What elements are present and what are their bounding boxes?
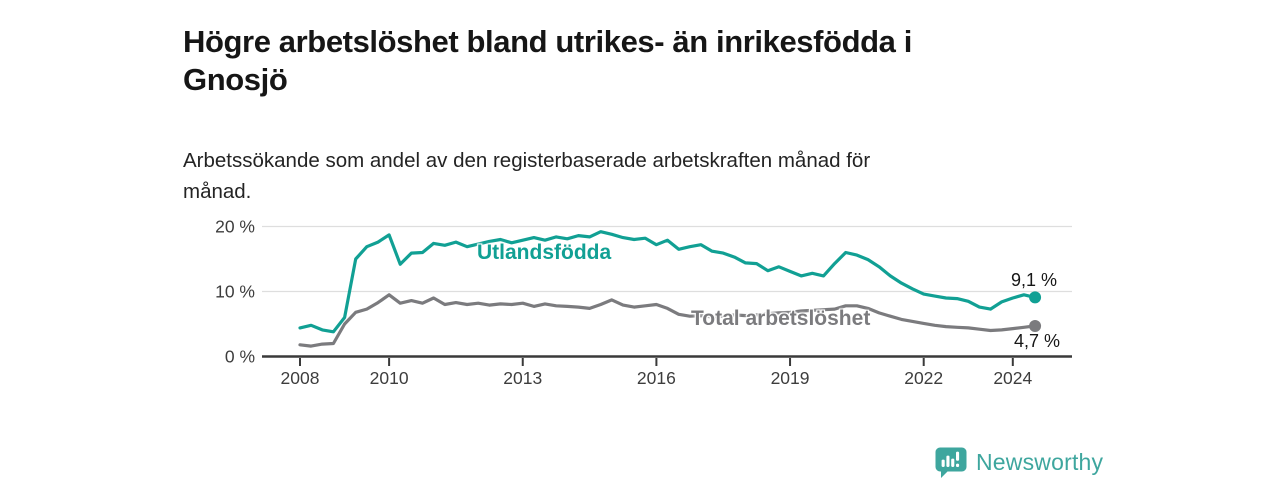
- x-tick-label-2013: 2013: [503, 368, 542, 388]
- bar-chart-speech-bubble-icon: [935, 447, 967, 478]
- series-label-total-arbetsloshet: Total arbetslöshet: [691, 307, 871, 330]
- x-tick-label-2022: 2022: [904, 368, 943, 388]
- end-value-label-total-arbetsloshet: 4,7 %: [1014, 331, 1061, 351]
- series-end-dot-total-arbetsloshet: [1029, 319, 1042, 332]
- series-label-utlandsfodda: Utlandsfödda: [477, 241, 612, 264]
- x-tick-label-2019: 2019: [771, 368, 810, 388]
- series-line-utlandsfodda: [298, 230, 1037, 334]
- y-tick-label-10-percent: 10 %: [215, 282, 255, 302]
- end-value-label-utlandsfodda: 9,1 %: [1011, 270, 1058, 290]
- page-subtitle: Arbetssökande som andel av den registerb…: [183, 148, 871, 204]
- x-tick-label-2010: 2010: [370, 368, 409, 388]
- newsworthy-logo-text: Newsworthy: [976, 449, 1104, 475]
- x-tick-label-2024: 2024: [993, 368, 1032, 388]
- y-tick-label-0-percent: 0 %: [225, 347, 255, 367]
- series-end-dot-utlandsfodda: [1029, 291, 1042, 304]
- x-tick-label-2016: 2016: [637, 368, 676, 388]
- newsworthy-logo[interactable]: Newsworthy: [935, 446, 1103, 479]
- y-tick-label-20-percent: 20 %: [215, 217, 255, 237]
- page-title: Högre arbetslöshet bland utrikes- än inr…: [183, 23, 912, 97]
- series-line-total-arbetsloshet: [298, 293, 1037, 348]
- x-tick-label-2008: 2008: [281, 368, 320, 388]
